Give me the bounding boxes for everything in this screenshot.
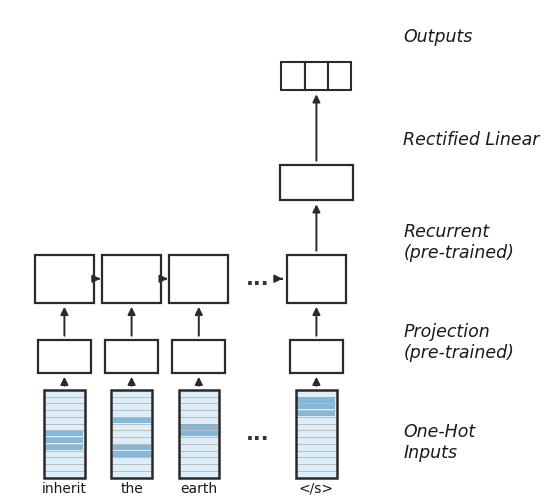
Bar — [179, 390, 219, 478]
Bar — [45, 411, 83, 416]
Bar — [180, 438, 218, 443]
Bar — [180, 418, 218, 423]
Bar — [180, 391, 218, 396]
Bar — [169, 255, 228, 302]
Bar — [113, 418, 151, 423]
Bar — [111, 390, 152, 478]
Bar — [113, 444, 151, 450]
Bar — [172, 340, 225, 372]
Text: ...: ... — [246, 424, 269, 444]
Bar — [102, 255, 161, 302]
Bar — [305, 62, 328, 90]
Bar — [113, 438, 151, 443]
Bar — [180, 452, 218, 456]
Bar — [328, 62, 352, 90]
Bar — [280, 165, 353, 200]
Bar — [35, 255, 94, 302]
Bar — [45, 458, 83, 464]
Bar — [281, 62, 305, 90]
Bar — [45, 391, 83, 396]
Bar — [297, 431, 335, 436]
Bar — [113, 391, 151, 396]
Bar — [45, 431, 83, 436]
Bar — [111, 390, 152, 478]
Text: Recurrent
(pre-trained): Recurrent (pre-trained) — [403, 223, 514, 262]
Bar — [297, 458, 335, 464]
Bar — [180, 398, 218, 402]
Bar — [180, 424, 218, 430]
Text: earth: earth — [180, 482, 217, 496]
Text: Rectified Linear: Rectified Linear — [403, 131, 540, 149]
Text: Outputs: Outputs — [403, 28, 473, 46]
Bar — [297, 411, 335, 416]
Bar — [113, 458, 151, 464]
Bar — [297, 444, 335, 450]
Bar — [297, 472, 335, 477]
Bar — [297, 404, 335, 409]
Bar — [44, 390, 85, 478]
Bar — [297, 391, 335, 396]
Bar — [113, 465, 151, 470]
Text: the: the — [120, 482, 143, 496]
Bar — [179, 390, 219, 478]
Bar — [44, 390, 85, 478]
Bar — [297, 465, 335, 470]
Bar — [45, 465, 83, 470]
Bar — [38, 340, 91, 372]
Bar — [113, 472, 151, 477]
Bar — [105, 340, 158, 372]
Bar — [45, 418, 83, 423]
Bar — [180, 411, 218, 416]
Bar — [113, 431, 151, 436]
Bar — [113, 452, 151, 456]
Text: One-Hot
Inputs: One-Hot Inputs — [403, 423, 475, 462]
Bar — [290, 340, 343, 372]
Text: Projection
(pre-trained): Projection (pre-trained) — [403, 323, 514, 362]
Bar — [113, 398, 151, 402]
Bar — [180, 465, 218, 470]
Bar — [45, 472, 83, 477]
Bar — [45, 398, 83, 402]
Text: ...: ... — [246, 269, 269, 289]
Bar — [180, 444, 218, 450]
Bar — [45, 438, 83, 443]
Bar — [297, 418, 335, 423]
Bar — [45, 404, 83, 409]
Bar — [180, 472, 218, 477]
Bar — [180, 458, 218, 464]
Bar — [113, 404, 151, 409]
Bar — [113, 411, 151, 416]
Bar — [45, 424, 83, 430]
Bar — [180, 404, 218, 409]
Bar — [45, 444, 83, 450]
Text: </s>: </s> — [299, 482, 334, 496]
Bar — [45, 452, 83, 456]
Bar — [113, 424, 151, 430]
Bar — [180, 431, 218, 436]
Bar — [297, 438, 335, 443]
Bar — [297, 424, 335, 430]
Bar — [297, 452, 335, 456]
Bar — [297, 398, 335, 402]
Text: inherit: inherit — [42, 482, 87, 496]
Bar — [296, 390, 337, 478]
Bar — [287, 255, 346, 302]
Bar — [296, 390, 337, 478]
